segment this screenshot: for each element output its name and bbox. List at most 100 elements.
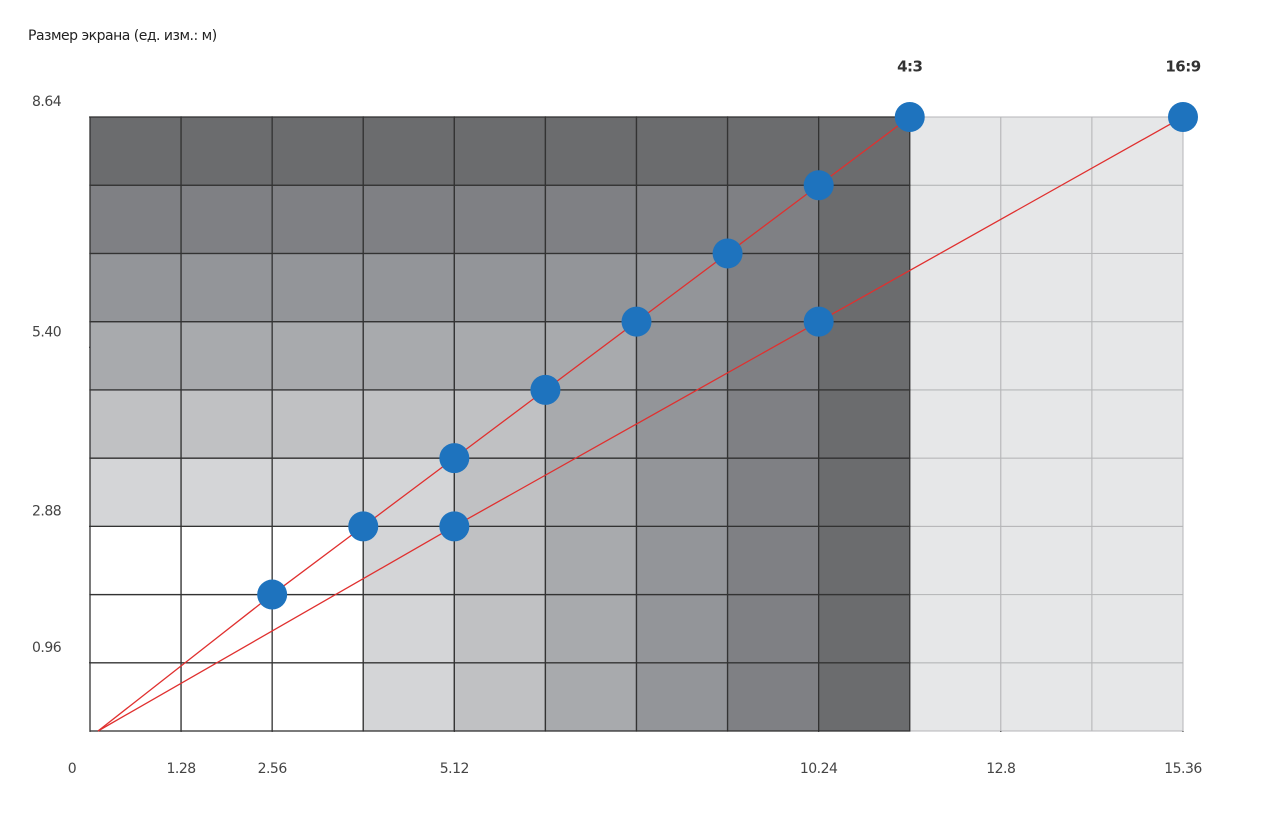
- point: [803, 306, 834, 337]
- point: [712, 238, 743, 269]
- grid-cell: [818, 457, 911, 527]
- grid-cell: [180, 389, 273, 459]
- grid-cell: [89, 457, 182, 527]
- grid-cell: [635, 662, 729, 732]
- grid-cell: [89, 252, 182, 323]
- grid-cell: [1091, 389, 1184, 459]
- grid-cell: [271, 184, 364, 255]
- point: [439, 511, 470, 542]
- grid-cell: [909, 321, 1002, 391]
- grid-cell: [1000, 525, 1093, 596]
- grid-cell: [635, 116, 729, 186]
- series-line: [271, 116, 911, 596]
- grid-cell: [818, 184, 911, 255]
- grid-cell: [818, 662, 911, 732]
- grid-cell: [362, 116, 455, 186]
- y-tick-label: 8.64: [32, 94, 62, 110]
- grid-cell: [362, 321, 455, 391]
- grid-cell: [453, 184, 547, 255]
- x-tick-label: 1.28: [166, 761, 195, 777]
- grid-cell: [635, 457, 729, 527]
- line-lead: [97, 594, 273, 732]
- grid-cell: [271, 457, 364, 527]
- grid-cell: [635, 321, 729, 391]
- grid-cell: [1000, 252, 1093, 323]
- grid-cell: [1091, 457, 1184, 527]
- grid-cell: [1091, 184, 1184, 254]
- grid-cell: [271, 389, 364, 459]
- grid-cell: [635, 593, 729, 664]
- chart-title: Размер экрана (ед. изм.: м): [28, 28, 217, 44]
- grid-cell: [909, 662, 1002, 732]
- grid-cell: [726, 593, 820, 664]
- grid-cell: [544, 252, 638, 323]
- grid-cell: [544, 389, 638, 459]
- grid-cell: [909, 184, 1002, 254]
- grid-cell: [1091, 525, 1184, 596]
- grid-cell: [818, 389, 911, 459]
- grid-cell: [1000, 457, 1093, 527]
- x-tick-label: 12.8: [986, 761, 1015, 777]
- grid-cell: [818, 525, 911, 596]
- grid-cell: [909, 594, 1002, 664]
- grid-cell: [180, 252, 273, 323]
- grid-cell: [180, 184, 273, 255]
- grid-cell: [544, 525, 638, 596]
- grid-cell: [180, 321, 273, 391]
- grid-cell: [89, 662, 182, 732]
- grid-cell: [1091, 252, 1184, 323]
- grid-cell: [362, 252, 455, 323]
- grid-cell: [271, 662, 364, 732]
- x-tick-label: 10.24: [800, 761, 838, 777]
- grid-cell: [271, 321, 364, 391]
- grid-cell: [89, 116, 182, 186]
- grid-cell: [635, 184, 729, 255]
- grid-cell: [362, 662, 455, 732]
- grid-cell: [544, 457, 638, 527]
- grid-cell: [89, 525, 182, 596]
- grid-cell: [89, 184, 182, 255]
- grid-cell: [1000, 594, 1093, 664]
- grid-cell: [818, 252, 911, 323]
- grid-cell: [726, 662, 820, 732]
- grid-cell: [453, 593, 547, 664]
- grid-cell: [909, 389, 1002, 459]
- grid-cell: [635, 525, 729, 596]
- grid-cell: [453, 525, 547, 596]
- grid-cell: [909, 457, 1002, 527]
- point: [257, 579, 288, 610]
- series-label: 4:3: [897, 58, 922, 76]
- grid-cell: [544, 184, 638, 255]
- grid-cell: [362, 184, 455, 255]
- point: [530, 374, 561, 405]
- grid-cell: [818, 321, 911, 391]
- y-tick-label: 2.88: [32, 503, 61, 519]
- grid-cell: [89, 593, 182, 664]
- point: [803, 170, 834, 201]
- grid-cell: [271, 252, 364, 323]
- grid-cell: [1091, 594, 1184, 664]
- grid-cell: [726, 457, 820, 527]
- grid-cell: [726, 321, 820, 391]
- grid-cell: [1091, 321, 1184, 391]
- grid-cell: [180, 525, 273, 596]
- x-tick-label: 2.56: [258, 761, 288, 777]
- point: [621, 306, 652, 337]
- grid-cell: [453, 662, 547, 732]
- grid-cell: [362, 389, 455, 459]
- grid-cell: [909, 525, 1002, 596]
- x-tick-label: 15.36: [1164, 761, 1202, 777]
- x-tick-label: 0: [68, 761, 76, 777]
- grid-cell: [453, 116, 547, 186]
- grid-cell: [726, 389, 820, 459]
- grid-cell: [818, 593, 911, 664]
- grid-cell: [1000, 321, 1093, 391]
- grid-cell: [726, 252, 820, 323]
- grid-cell: [1091, 662, 1184, 732]
- grid-cell: [1000, 389, 1093, 459]
- y-tick-label: 5.40: [32, 324, 61, 340]
- y-tick-label: 0.96: [32, 640, 62, 656]
- grid-cell: [544, 662, 638, 732]
- grid-cell: [635, 389, 729, 459]
